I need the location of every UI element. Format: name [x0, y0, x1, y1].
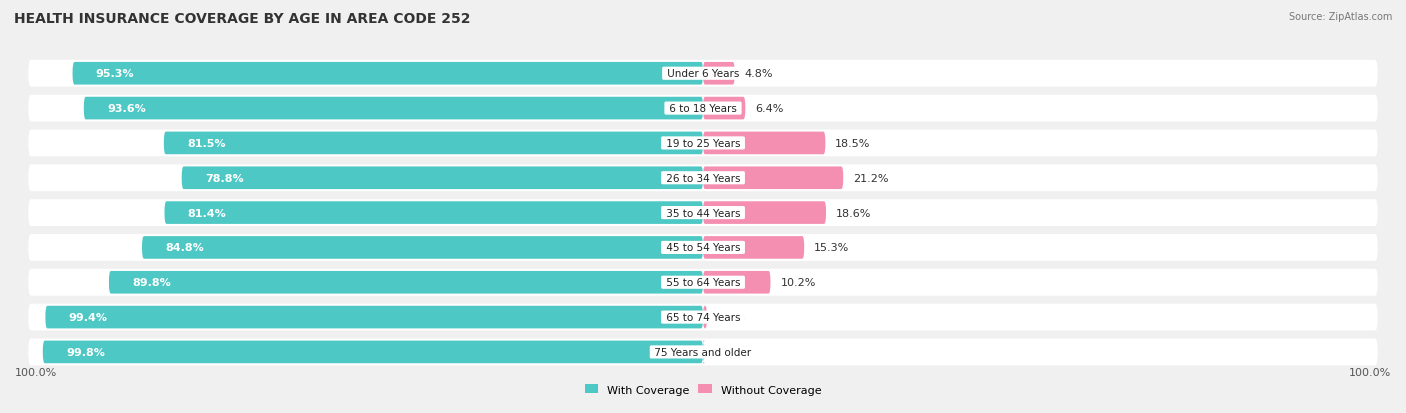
FancyBboxPatch shape	[28, 200, 1378, 226]
FancyBboxPatch shape	[108, 271, 703, 294]
Text: 99.8%: 99.8%	[66, 347, 105, 357]
Text: 100.0%: 100.0%	[1348, 367, 1391, 377]
Text: HEALTH INSURANCE COVERAGE BY AGE IN AREA CODE 252: HEALTH INSURANCE COVERAGE BY AGE IN AREA…	[14, 12, 471, 26]
Text: 89.8%: 89.8%	[132, 278, 172, 287]
Text: 45 to 54 Years: 45 to 54 Years	[662, 243, 744, 253]
Text: 75 Years and older: 75 Years and older	[651, 347, 755, 357]
Text: 19 to 25 Years: 19 to 25 Years	[662, 139, 744, 149]
Text: 78.8%: 78.8%	[205, 173, 243, 183]
Text: 6.4%: 6.4%	[755, 104, 783, 114]
Text: 65 to 74 Years: 65 to 74 Years	[662, 312, 744, 322]
FancyBboxPatch shape	[28, 61, 1378, 88]
Text: 0.22%: 0.22%	[714, 347, 749, 357]
Text: 81.5%: 81.5%	[187, 139, 225, 149]
Text: 81.4%: 81.4%	[187, 208, 226, 218]
FancyBboxPatch shape	[703, 202, 827, 224]
Text: 21.2%: 21.2%	[853, 173, 889, 183]
FancyBboxPatch shape	[703, 237, 804, 259]
Text: 18.5%: 18.5%	[835, 139, 870, 149]
Text: 4.8%: 4.8%	[745, 69, 773, 79]
FancyBboxPatch shape	[28, 95, 1378, 122]
Text: 95.3%: 95.3%	[96, 69, 134, 79]
FancyBboxPatch shape	[28, 269, 1378, 296]
FancyBboxPatch shape	[28, 304, 1378, 331]
Text: 0.6%: 0.6%	[717, 312, 745, 322]
FancyBboxPatch shape	[703, 341, 704, 363]
FancyBboxPatch shape	[703, 271, 770, 294]
Text: Source: ZipAtlas.com: Source: ZipAtlas.com	[1288, 12, 1392, 22]
FancyBboxPatch shape	[703, 97, 745, 120]
FancyBboxPatch shape	[28, 165, 1378, 192]
FancyBboxPatch shape	[703, 306, 707, 329]
Text: 84.8%: 84.8%	[165, 243, 204, 253]
FancyBboxPatch shape	[703, 167, 844, 190]
Text: 93.6%: 93.6%	[107, 104, 146, 114]
Legend: With Coverage, Without Coverage: With Coverage, Without Coverage	[581, 380, 825, 399]
Text: 55 to 64 Years: 55 to 64 Years	[662, 278, 744, 287]
Text: 26 to 34 Years: 26 to 34 Years	[662, 173, 744, 183]
FancyBboxPatch shape	[28, 235, 1378, 261]
Text: 35 to 44 Years: 35 to 44 Years	[662, 208, 744, 218]
FancyBboxPatch shape	[84, 97, 703, 120]
FancyBboxPatch shape	[28, 339, 1378, 366]
FancyBboxPatch shape	[703, 63, 735, 85]
FancyBboxPatch shape	[142, 237, 703, 259]
FancyBboxPatch shape	[73, 63, 703, 85]
Text: 6 to 18 Years: 6 to 18 Years	[666, 104, 740, 114]
Text: 18.6%: 18.6%	[837, 208, 872, 218]
FancyBboxPatch shape	[28, 130, 1378, 157]
Text: 10.2%: 10.2%	[780, 278, 815, 287]
FancyBboxPatch shape	[165, 132, 703, 155]
FancyBboxPatch shape	[42, 341, 703, 363]
Text: 99.4%: 99.4%	[69, 312, 108, 322]
FancyBboxPatch shape	[181, 167, 703, 190]
FancyBboxPatch shape	[45, 306, 703, 329]
Text: Under 6 Years: Under 6 Years	[664, 69, 742, 79]
Text: 100.0%: 100.0%	[15, 367, 58, 377]
FancyBboxPatch shape	[703, 132, 825, 155]
FancyBboxPatch shape	[165, 202, 703, 224]
Text: 15.3%: 15.3%	[814, 243, 849, 253]
